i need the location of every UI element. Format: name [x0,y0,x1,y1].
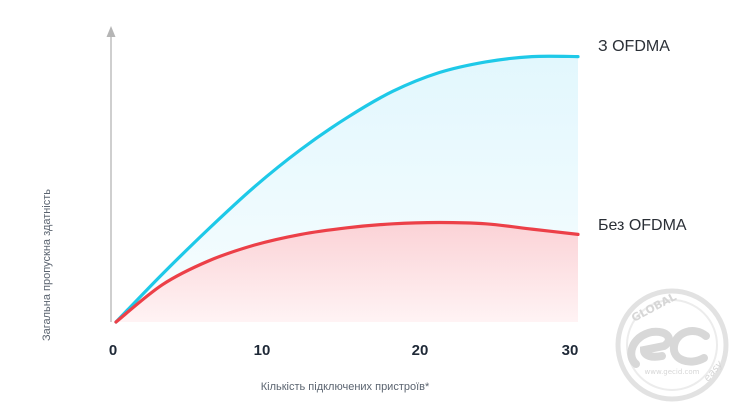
y-axis-arrow-icon [106,26,116,37]
watermark-e-glyph-icon [627,327,673,368]
x-tick-label: 0 [109,342,117,359]
watermark-inner-ring-icon [626,299,718,391]
x-tick-label: 10 [254,342,271,359]
series-label-with-ofdma: З OFDMA [598,38,670,55]
watermark-url-text: www.gecid.com [645,368,700,376]
watermark-ring-icon [615,288,729,402]
watermark-logo: GLOBAL easy www.gecid.com [615,288,729,402]
series-line-without-ofdma [114,220,580,324]
series-line-with-ofdma [114,54,580,324]
x-tick-label: 30 [562,342,579,359]
x-tick-label: 20 [412,342,429,359]
series-area-without-ofdma [116,222,578,322]
y-axis-title: Загальна пропускна здатність [41,189,53,341]
watermark-c-glyph-icon [669,327,710,366]
x-axis-title: Кількість підключених пристроїв* [261,381,430,393]
series-label-without-ofdma: Без OFDMA [598,217,687,234]
